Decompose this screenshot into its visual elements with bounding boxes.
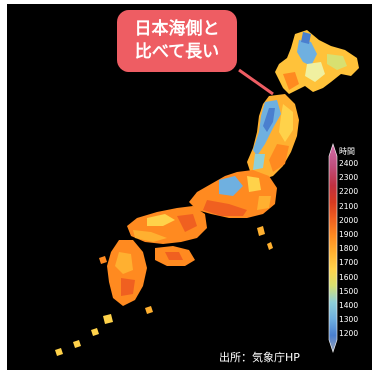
chubu-kanto-region: [189, 170, 277, 218]
legend-tick-label: 2100: [339, 201, 359, 211]
legend-tick-label: 1900: [339, 230, 359, 239]
callout-pointer: [238, 68, 274, 96]
legend-tick-label: 1500: [339, 286, 359, 296]
shikoku-region: [155, 246, 195, 266]
hokkaido-region: [275, 30, 359, 94]
legend-tick-label: 1700: [339, 258, 359, 268]
legend-tick-label: 1600: [339, 272, 359, 282]
legend-tick-label: 1300: [339, 315, 359, 325]
callout-box: 日本海側と 比べて長い: [117, 10, 237, 72]
legend-tick-label: 1200: [339, 329, 359, 339]
kyushu-region: [107, 240, 147, 306]
kinki-chugoku-region: [127, 206, 207, 244]
legend-tick-label: 2200: [339, 187, 359, 197]
legend-tick-label: 2400: [339, 159, 359, 168]
color-scale-bar: [328, 143, 338, 353]
sunshine-map: [55, 30, 359, 356]
legend-tick-label: 2300: [339, 173, 359, 183]
legend-tick-label: 2000: [339, 215, 359, 225]
legend-tick-label: 1800: [339, 244, 359, 254]
legend-title: 時間: [339, 147, 355, 156]
legend-tick-label: 1400: [339, 301, 359, 310]
source-credit: 出所：気象庁HP: [219, 351, 300, 364]
callout-line-1: 日本海側と: [134, 19, 220, 39]
callout-line-2: 比べて長い: [134, 42, 220, 62]
color-scale-legend: 時間 2400 2300 2200 2100 2000 1900 1800 1700 1600 1…: [325, 142, 369, 354]
tohoku-region: [247, 94, 299, 180]
southern-islands: [55, 226, 273, 356]
